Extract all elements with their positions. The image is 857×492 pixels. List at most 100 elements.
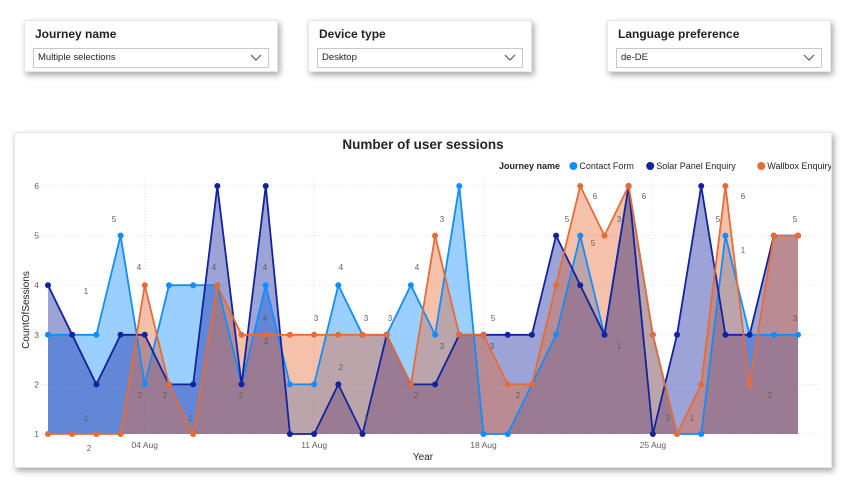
data-point <box>625 183 632 189</box>
data-point <box>359 431 366 437</box>
data-point <box>722 232 729 239</box>
data-label: 5 <box>793 215 798 224</box>
data-point <box>577 232 584 239</box>
data-point <box>698 381 705 388</box>
data-label: 1 <box>84 287 89 296</box>
data-label: 3 <box>793 314 798 323</box>
data-point <box>601 232 608 239</box>
y-tick-label: 4 <box>34 280 39 290</box>
data-label: 3 <box>490 342 495 351</box>
data-point <box>698 431 705 437</box>
data-point <box>674 431 681 437</box>
data-point <box>432 232 439 239</box>
language-dropdown[interactable]: de-DE <box>616 48 822 68</box>
sessions-area-chart: 1 2 3 4 5 6 04 Aug 11 Aug 18 Aug 25 Aug Year CountO… <box>21 161 831 463</box>
y-axis-title: CountOfSessions <box>21 271 32 349</box>
data-point <box>335 282 342 289</box>
series-line <box>48 183 798 437</box>
data-point <box>214 183 221 189</box>
y-tick-label: 5 <box>34 231 39 241</box>
sessions-chart-card: Number of user sessions 1 2 3 4 5 6 04 Aug 11 A… <box>14 132 832 468</box>
data-label: 3 <box>617 215 622 224</box>
data-label: 3 <box>388 314 393 323</box>
series-line <box>47 185 798 437</box>
legend-marker <box>569 162 578 170</box>
data-point <box>286 381 293 388</box>
data-label: 4 <box>212 263 217 272</box>
data-label: 3 <box>666 414 671 423</box>
device-dropdown[interactable]: Desktop <box>317 48 523 68</box>
data-point <box>528 381 535 388</box>
data-point <box>262 183 269 189</box>
data-point <box>407 381 414 388</box>
language-slicer: Language preference de-DE <box>607 20 831 72</box>
data-point <box>432 331 439 338</box>
data-point <box>698 183 705 189</box>
x-tick-label: 25 Aug <box>640 440 667 450</box>
data-label: 1 <box>188 414 193 423</box>
data-point <box>577 282 584 289</box>
data-label: 2 <box>339 363 344 372</box>
data-point <box>69 331 76 338</box>
legend-entry: Wallbox Enquiry <box>767 161 831 171</box>
y-tick-label: 1 <box>34 429 39 439</box>
data-point <box>504 381 511 388</box>
data-point <box>456 331 463 338</box>
data-point <box>214 282 221 289</box>
data-point <box>553 331 560 338</box>
data-label: 5 <box>716 215 721 224</box>
data-point <box>45 431 51 437</box>
data-point <box>407 282 414 289</box>
data-point <box>553 282 560 289</box>
data-label: 1 <box>741 246 746 255</box>
legend-entry: Contact Form <box>579 161 634 171</box>
data-label: 4 <box>415 263 420 272</box>
data-point <box>238 331 245 338</box>
data-label: 2 <box>163 391 168 400</box>
data-point <box>795 232 801 239</box>
x-tick-label: 18 Aug <box>470 440 497 450</box>
data-label: 2 <box>768 391 773 400</box>
data-label: 3 <box>264 337 269 346</box>
data-point <box>93 331 100 338</box>
data-point <box>504 331 511 338</box>
data-label: 2 <box>239 391 244 400</box>
language-slicer-title: Language preference <box>618 27 740 41</box>
data-point <box>722 331 729 338</box>
x-tick-label: 11 Aug <box>301 440 327 450</box>
data-label: 4 <box>137 263 142 272</box>
chart-title: Number of user sessions <box>342 137 504 152</box>
data-point <box>649 431 656 437</box>
data-label: 1 <box>617 342 622 351</box>
data-point <box>795 331 801 338</box>
data-point <box>141 282 148 289</box>
data-point <box>746 381 753 388</box>
data-point <box>165 381 172 388</box>
data-point <box>480 331 487 338</box>
data-point <box>335 381 342 388</box>
device-slicer-title: Device type <box>319 27 386 41</box>
data-point <box>117 232 124 239</box>
data-point <box>238 381 245 388</box>
data-point <box>359 331 366 338</box>
data-label: 4 <box>263 263 268 272</box>
data-point <box>141 331 148 338</box>
data-label: 5 <box>565 215 570 224</box>
data-point <box>577 183 584 189</box>
legend-marker <box>757 162 766 170</box>
journey-dropdown[interactable]: Multiple selections <box>33 48 269 68</box>
data-label: 5 <box>491 314 496 323</box>
data-point <box>45 331 51 338</box>
data-point <box>165 282 172 289</box>
data-point <box>262 282 269 289</box>
data-label: 1 <box>84 414 89 423</box>
data-point <box>262 331 269 338</box>
y-tick-label: 6 <box>34 181 39 191</box>
legend-entry: Solar Panel Enquiry <box>656 161 736 171</box>
y-tick-label: 3 <box>34 330 39 340</box>
data-point <box>480 431 487 437</box>
data-point <box>117 331 124 338</box>
data-point <box>45 282 51 289</box>
data-point <box>93 381 100 388</box>
data-point <box>383 331 390 338</box>
